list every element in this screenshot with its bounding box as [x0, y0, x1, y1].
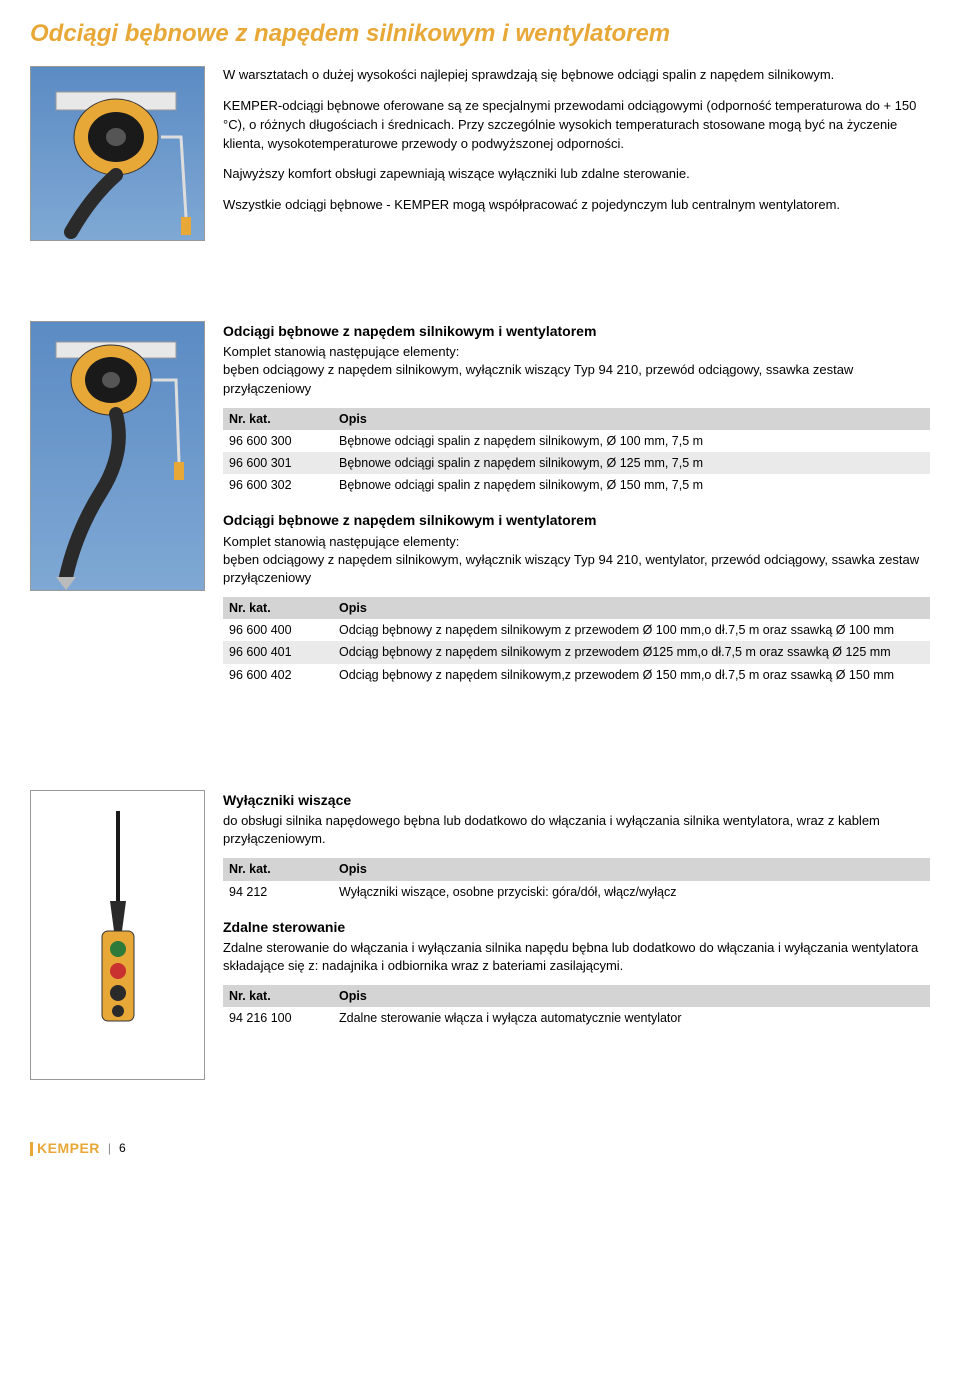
section-4-table: Nr. kat. Opis 94 216 100Zdalne sterowani…: [223, 985, 930, 1029]
table-header-row: Nr. kat. Opis: [223, 858, 930, 880]
table-row: 96 600 301Bębnowe odciągi spalin z napęd…: [223, 452, 930, 474]
section-1-desc: Komplet stanowią następujące elementy: b…: [223, 343, 930, 398]
table-header-row: Nr. kat. Opis: [223, 408, 930, 430]
section-4-desc: Zdalne sterowanie do włączania i wyłącza…: [223, 939, 930, 975]
table-row: 94 216 100Zdalne sterowanie włącza i wył…: [223, 1007, 930, 1029]
intro-p4: Wszystkie odciągi bębnowe - KEMPER mogą …: [223, 196, 930, 215]
table-row: 96 600 402Odciąg bębnowy z napędem silni…: [223, 664, 930, 686]
intro-p3: Najwyższy komfort obsługi zapewniają wis…: [223, 165, 930, 184]
page-title: Odciągi bębnowe z napędem silnikowym i w…: [30, 20, 930, 48]
table-row: 96 600 400Odciąg bębnowy z napędem silni…: [223, 619, 930, 641]
col-opis: Opis: [333, 597, 930, 619]
col-kat: Nr. kat.: [223, 985, 333, 1007]
col-opis: Opis: [333, 408, 930, 430]
section-3-heading: Wyłączniki wiszące: [223, 790, 930, 810]
intro-p1: W warsztatach o dużej wysokości najlepie…: [223, 66, 930, 85]
table-row: 96 600 401Odciąg bębnowy z napędem silni…: [223, 641, 930, 663]
col-opis: Opis: [333, 985, 930, 1007]
col-kat: Nr. kat.: [223, 858, 333, 880]
intro-p2: KEMPER-odciągi bębnowe oferowane są ze s…: [223, 97, 930, 154]
table-header-row: Nr. kat. Opis: [223, 985, 930, 1007]
table-row: 94 212Wyłączniki wiszące, osobne przycis…: [223, 881, 930, 903]
section-2-desc: Komplet stanowią następujące elementy: b…: [223, 533, 930, 588]
footer-divider: |: [108, 1141, 111, 1155]
table-row: 96 600 302Bębnowe odciągi spalin z napęd…: [223, 474, 930, 496]
col-opis: Opis: [333, 858, 930, 880]
section-3-row: Wyłączniki wiszące do obsługi silnika na…: [30, 790, 930, 1080]
intro-row: W warsztatach o dużej wysokości najlepie…: [30, 66, 930, 241]
section-2-table: Nr. kat. Opis 96 600 400Odciąg bębnowy z…: [223, 597, 930, 686]
section-1-heading: Odciągi bębnowe z napędem silnikowym i w…: [223, 321, 930, 341]
section-1-row: Odciągi bębnowe z napędem silnikowym i w…: [30, 321, 930, 700]
product-image-drum-2: [30, 321, 205, 591]
page-footer: KEMPER | 6: [30, 1140, 930, 1156]
col-kat: Nr. kat.: [223, 408, 333, 430]
section-3-text: Wyłączniki wiszące do obsługi silnika na…: [223, 790, 930, 1044]
section-4-heading: Zdalne sterowanie: [223, 917, 930, 937]
section-1-table: Nr. kat. Opis 96 600 300Bębnowe odciągi …: [223, 408, 930, 497]
page-number: 6: [119, 1141, 126, 1155]
table-row: 96 600 300Bębnowe odciągi spalin z napęd…: [223, 430, 930, 452]
section-2-heading: Odciągi bębnowe z napędem silnikowym i w…: [223, 510, 930, 530]
section-1-text: Odciągi bębnowe z napędem silnikowym i w…: [223, 321, 930, 700]
product-image-drum-1: [30, 66, 205, 241]
section-3-table: Nr. kat. Opis 94 212Wyłączniki wiszące, …: [223, 858, 930, 902]
section-3-desc: do obsługi silnika napędowego bębna lub …: [223, 812, 930, 848]
brand-logo: KEMPER: [30, 1140, 100, 1156]
col-kat: Nr. kat.: [223, 597, 333, 619]
product-image-pendant: [30, 790, 205, 1080]
table-header-row: Nr. kat. Opis: [223, 597, 930, 619]
intro-text: W warsztatach o dużej wysokości najlepie…: [223, 66, 930, 227]
